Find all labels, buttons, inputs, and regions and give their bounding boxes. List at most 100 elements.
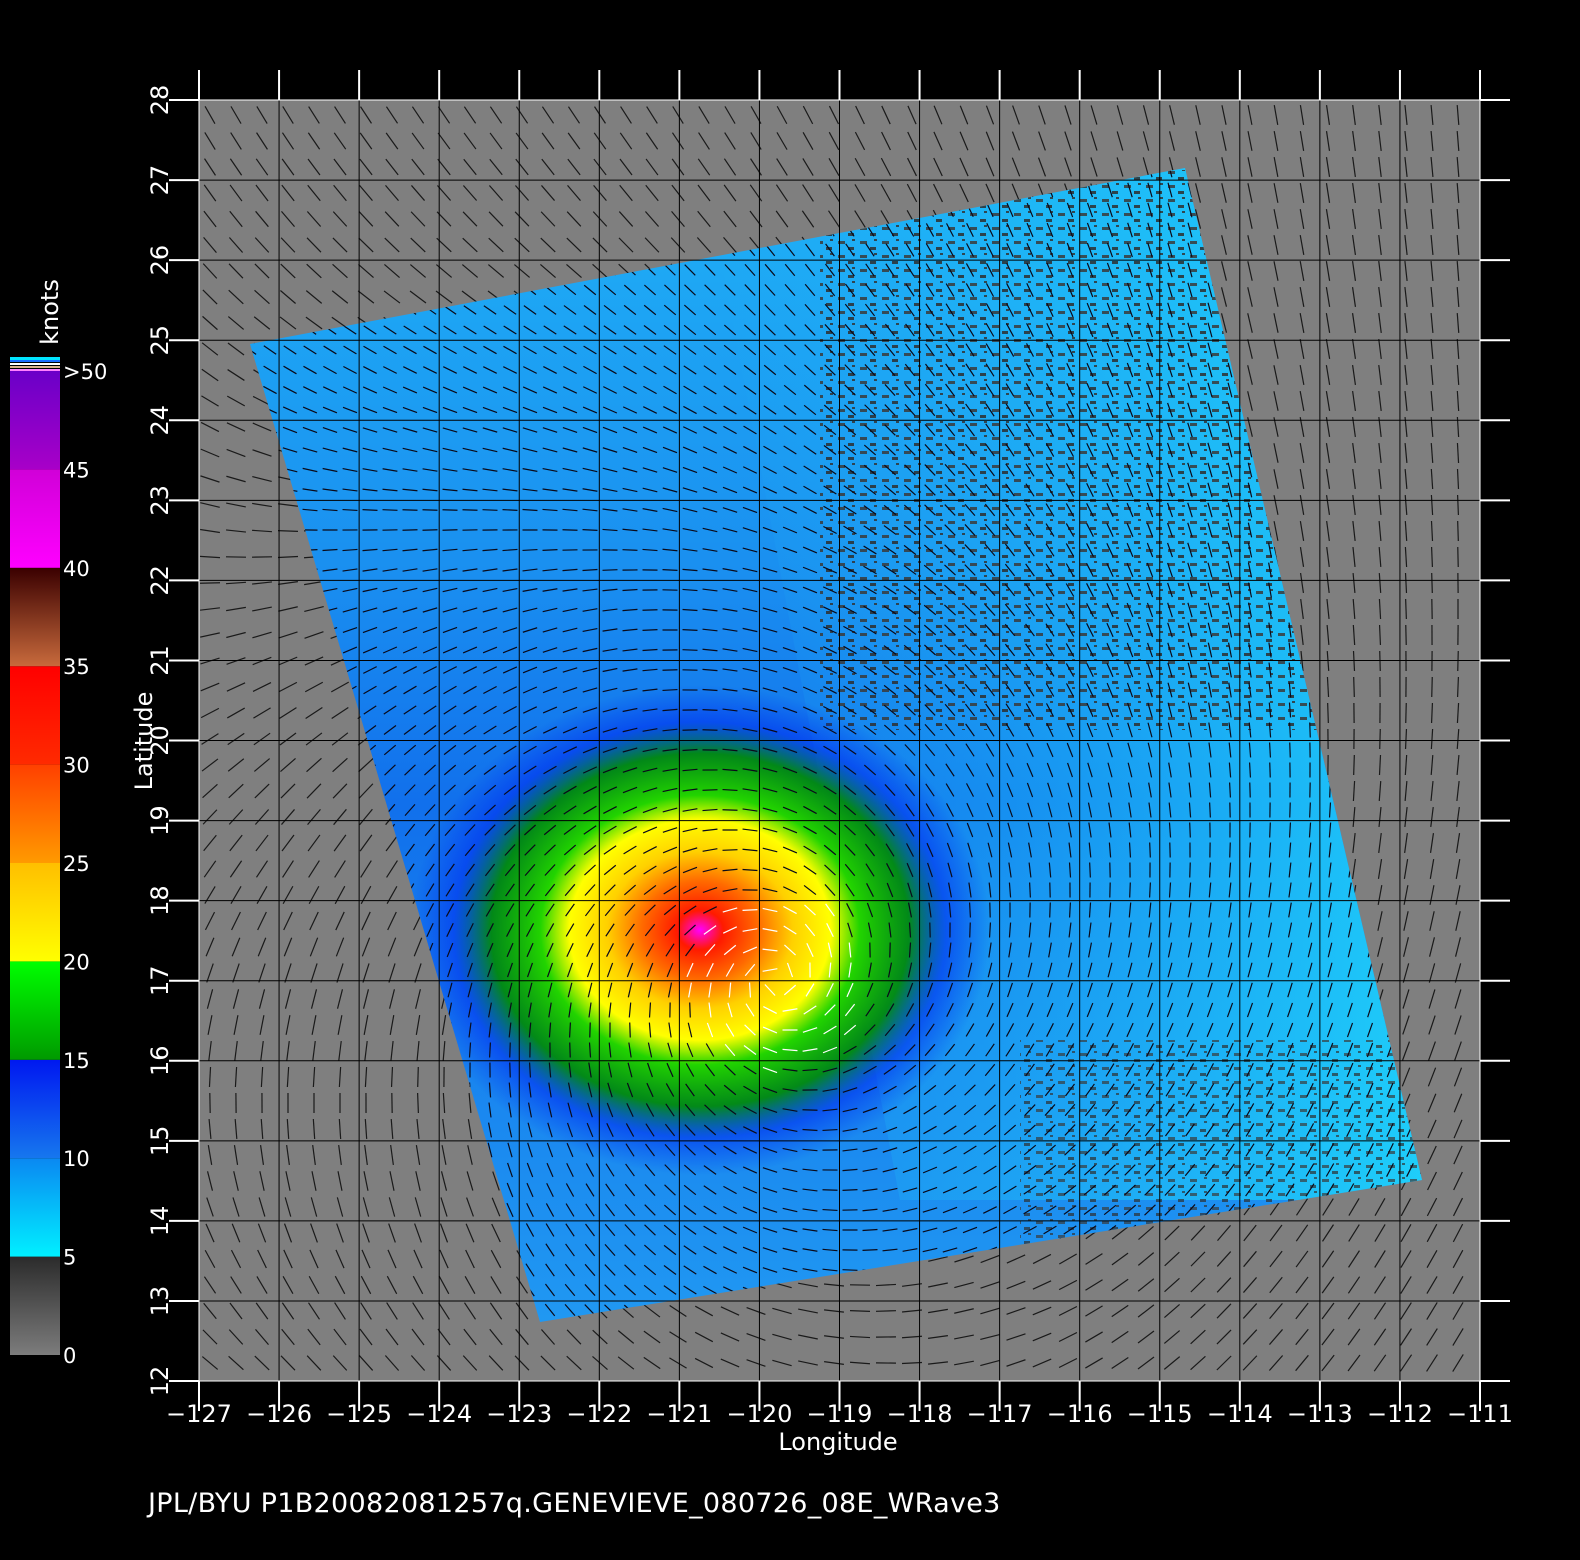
wind-barb <box>1086 463 1094 477</box>
wind-barb <box>464 804 476 816</box>
wind-barb <box>1168 922 1172 938</box>
wind-barb <box>1187 642 1193 658</box>
wind-barb <box>802 184 814 202</box>
wind-barb <box>282 426 298 434</box>
wind-barb <box>332 237 348 253</box>
wind-barb <box>502 627 518 633</box>
wind-barb <box>980 1307 1000 1315</box>
wind-barb <box>358 237 374 253</box>
wind-barb <box>405 843 415 857</box>
wind-barb <box>763 344 777 356</box>
wind-barb <box>1167 602 1173 618</box>
wind-barb <box>1227 602 1233 618</box>
wind-barb <box>464 1275 476 1295</box>
wind-barb <box>362 1197 370 1217</box>
wind-barb <box>802 158 814 176</box>
wind-barb <box>402 488 418 492</box>
wind-barb <box>1426 1250 1438 1268</box>
wind-barb <box>682 847 698 853</box>
wind-barb <box>1347 942 1353 958</box>
wind-barb <box>542 406 558 414</box>
wind-barb <box>603 365 617 375</box>
wind-barb <box>823 1025 837 1035</box>
wind-barb <box>904 403 916 417</box>
wind-barb <box>226 502 246 508</box>
wind-barb <box>564 864 576 876</box>
wind-barb <box>1146 622 1154 638</box>
wind-barb <box>415 1015 421 1035</box>
wind-barb <box>1430 468 1434 490</box>
wind-barb <box>524 844 536 856</box>
wind-barb <box>442 568 458 572</box>
wind-barb <box>584 903 596 917</box>
wind-barb <box>602 786 618 794</box>
wind-barb <box>1004 563 1016 577</box>
wind-barb <box>1287 962 1293 978</box>
wind-barb <box>1167 402 1173 418</box>
wind-barb <box>1065 643 1075 657</box>
wind-barb <box>462 646 478 654</box>
wind-barb <box>1006 1307 1026 1315</box>
wind-barb <box>1456 754 1460 776</box>
wind-barb <box>383 366 397 374</box>
wind-barb <box>548 1022 552 1038</box>
wind-barb <box>1221 235 1227 255</box>
wind-barb <box>382 587 398 593</box>
wind-barb <box>1325 313 1331 333</box>
wind-barb <box>1147 742 1153 758</box>
wind-barb <box>229 158 243 176</box>
wind-barb <box>986 202 994 218</box>
wind-barb <box>629 1022 631 1038</box>
wind-barb <box>337 1015 343 1035</box>
wind-barb <box>423 325 437 335</box>
wind-barb <box>1351 287 1357 307</box>
wind-barb <box>704 304 716 316</box>
wind-barb <box>1299 183 1305 203</box>
wind-barb <box>309 911 319 931</box>
wind-barb <box>702 588 718 592</box>
wind-barb <box>1004 623 1016 637</box>
wind-barb <box>463 158 477 176</box>
wind-barb <box>1086 523 1094 537</box>
wind-barb <box>543 366 557 374</box>
wind-barb <box>1037 157 1047 177</box>
wind-barb <box>622 528 638 532</box>
wind-barb <box>663 904 677 916</box>
wind-barb <box>1106 322 1114 338</box>
wind-barb <box>567 982 573 998</box>
wind-barb <box>382 427 398 433</box>
wind-barb <box>1229 842 1231 858</box>
wind-barb <box>664 264 676 276</box>
wind-barb <box>1187 222 1193 238</box>
wind-barb <box>337 1171 343 1191</box>
wind-barb <box>1166 1002 1174 1018</box>
wind-barb <box>1126 622 1134 638</box>
wind-barb <box>742 748 758 752</box>
wind-barb <box>279 732 297 746</box>
wind-barb <box>1430 130 1434 152</box>
wind-barb <box>438 1275 450 1295</box>
wind-barb <box>864 323 876 337</box>
wind-barb <box>1295 1302 1309 1320</box>
wind-barb <box>1378 806 1382 828</box>
wind-barb <box>562 427 578 433</box>
wind-barb <box>1086 623 1094 637</box>
wind-barb <box>662 569 678 571</box>
wind-barb <box>1308 702 1312 718</box>
wind-barb <box>205 937 215 957</box>
wind-barb <box>1126 602 1134 618</box>
wind-barb <box>384 784 396 796</box>
wind-barb <box>1428 989 1436 1009</box>
wind-barb <box>1456 780 1460 802</box>
wind-barb <box>1326 1022 1334 1038</box>
wind-barb <box>723 184 737 202</box>
wind-barb <box>1006 802 1014 818</box>
wind-barb <box>1352 443 1356 463</box>
wind-barb <box>1430 234 1434 256</box>
wind-barb <box>563 365 577 375</box>
wind-barb <box>308 106 320 124</box>
wind-barb <box>1142 157 1150 177</box>
wind-barb <box>1287 922 1293 938</box>
wind-barb <box>416 1118 420 1140</box>
wind-barb <box>984 584 996 596</box>
